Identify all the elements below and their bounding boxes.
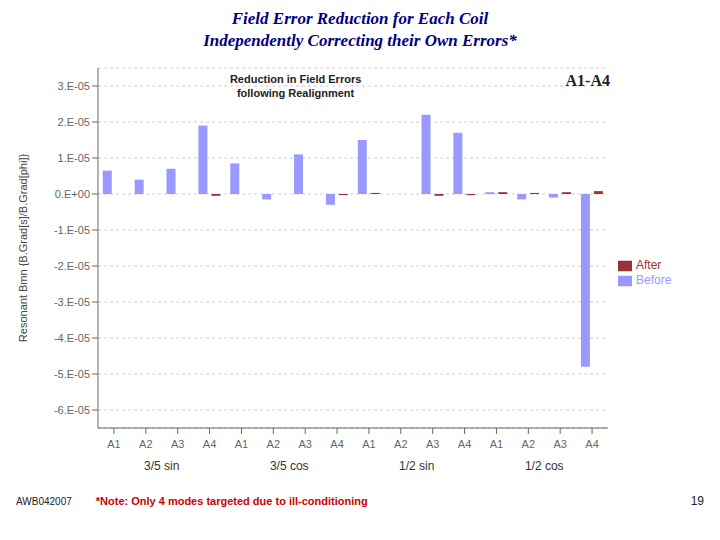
html-text:Field Error Reduction for Each: Field Error Reduction for Each Coil [231, 9, 489, 28]
html-text:AWB042007: AWB042007 [16, 496, 72, 507]
svg-text:-2.E-05: -2.E-05 [54, 260, 90, 272]
svg-text:1.E-05: 1.E-05 [58, 152, 90, 164]
svg-text:A2: A2 [139, 438, 152, 450]
svg-text:1/2 cos: 1/2 cos [525, 459, 564, 473]
svg-text:3/5 cos: 3/5 cos [270, 459, 309, 473]
svg-text:A1: A1 [235, 438, 248, 450]
svg-text:A2: A2 [522, 438, 535, 450]
html-text:After: After [636, 258, 662, 273]
svg-text:A1: A1 [362, 438, 375, 450]
svg-text:0.E+00: 0.E+00 [55, 188, 90, 200]
svg-text:A4: A4 [330, 438, 343, 450]
html-text:19: 19 [690, 494, 704, 508]
svg-text:-3.E-05: -3.E-05 [54, 296, 90, 308]
svg-text:A4: A4 [585, 438, 598, 450]
svg-text:A4: A4 [458, 438, 471, 450]
html-text:A1-A4: A1-A4 [565, 72, 610, 89]
svg-text:A1: A1 [490, 438, 503, 450]
svg-text:3.E-05: 3.E-05 [58, 80, 90, 92]
svg-text:-1.E-05: -1.E-05 [54, 224, 90, 236]
svg-text:1/2 sin: 1/2 sin [399, 459, 434, 473]
svg-text:A3: A3 [171, 438, 184, 450]
svg-text:A4: A4 [203, 438, 216, 450]
svg-text:-6.E-05: -6.E-05 [54, 404, 90, 416]
html-text:Independently Correcting their: Independently Correcting their Own Error… [203, 31, 517, 50]
html-text:*Note: Only 4 modes targeted d: *Note: Only 4 modes targeted due to ill-… [95, 495, 368, 507]
svg-text:A3: A3 [426, 438, 439, 450]
svg-text:3/5 sin: 3/5 sin [144, 459, 179, 473]
svg-text:Resonant Bmn {B.Grad[s]/B.Grad: Resonant Bmn {B.Grad[s]/B.Grad[phi]} [17, 154, 29, 343]
html-text:Before: Before [636, 273, 672, 287]
html-text:following Realignment: following Realignment [236, 87, 355, 99]
svg-text:A2: A2 [267, 438, 280, 450]
svg-text:A2: A2 [394, 438, 407, 450]
svg-text:2.E-05: 2.E-05 [58, 116, 90, 128]
svg-text:A1: A1 [107, 438, 120, 450]
svg-text:A3: A3 [298, 438, 311, 450]
svg-text:A3: A3 [553, 438, 566, 450]
svg-text:-5.E-05: -5.E-05 [54, 368, 90, 380]
svg-text:-4.E-05: -4.E-05 [54, 332, 90, 344]
html-text:Reduction in Field Errors: Reduction in Field Errors [229, 73, 362, 85]
